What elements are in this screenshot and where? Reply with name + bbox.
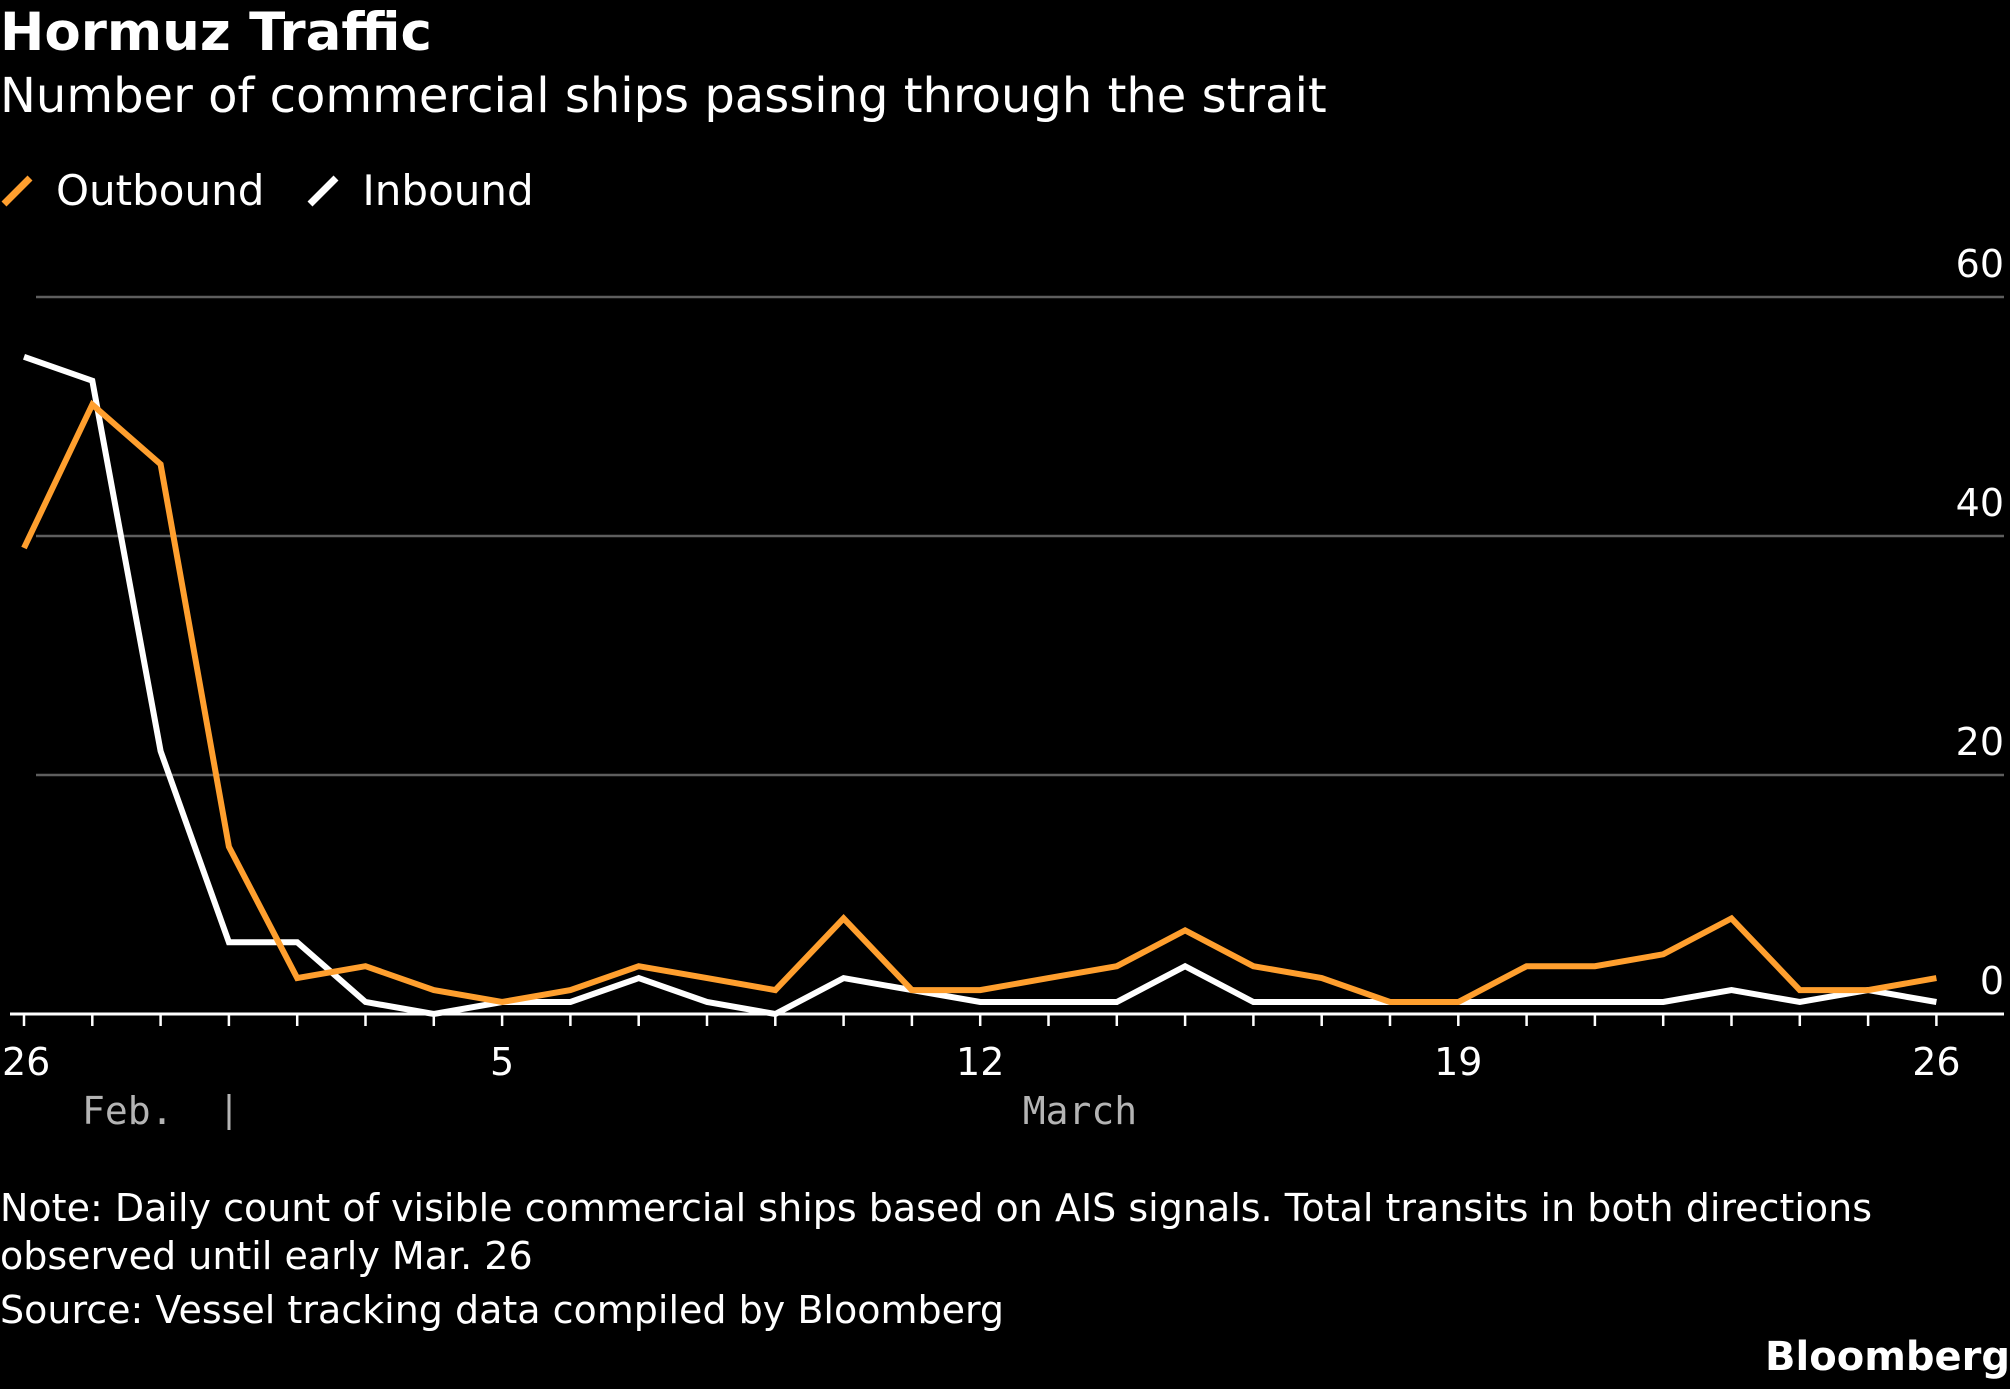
legend-label-outbound: Outbound [56, 165, 265, 215]
y-tick-label: 20 [1956, 720, 2004, 764]
y-tick-label: 0 [1980, 959, 2004, 1003]
chart-note: Note: Daily count of visible commercial … [0, 1186, 1873, 1278]
legend-item-inbound: Inbound [306, 165, 534, 215]
x-tick-label: 5 [490, 1040, 514, 1084]
y-tick-label: 60 [1956, 242, 2004, 286]
x-tick-label: 26 [1912, 1040, 1960, 1084]
month-label-feb: Feb. [82, 1089, 174, 1133]
legend: Outbound Inbound [0, 164, 576, 216]
legend-item-outbound: Outbound [0, 166, 264, 215]
x-tick-label: 12 [956, 1040, 1004, 1084]
month-label-march: March [1023, 1089, 1137, 1133]
brand-logo-text: Bloomberg [1765, 1334, 2010, 1380]
legend-swatch-inbound [307, 175, 339, 207]
chart-subtitle: Number of commercial ships passing throu… [0, 68, 1327, 124]
legend-swatch-outbound [1, 175, 33, 207]
series-line-outbound [21, 399, 1937, 1006]
series-line-inbound [23, 353, 1937, 1018]
chart-title: Hormuz Traffic [0, 2, 432, 63]
chart-source: Source: Vessel tracking data compiled by… [0, 1288, 1005, 1332]
x-tick-label: 19 [1434, 1040, 1482, 1084]
x-tick-label: 26 [2, 1040, 50, 1084]
legend-label-inbound: Inbound [362, 165, 534, 215]
y-tick-label: 40 [1956, 481, 2004, 525]
